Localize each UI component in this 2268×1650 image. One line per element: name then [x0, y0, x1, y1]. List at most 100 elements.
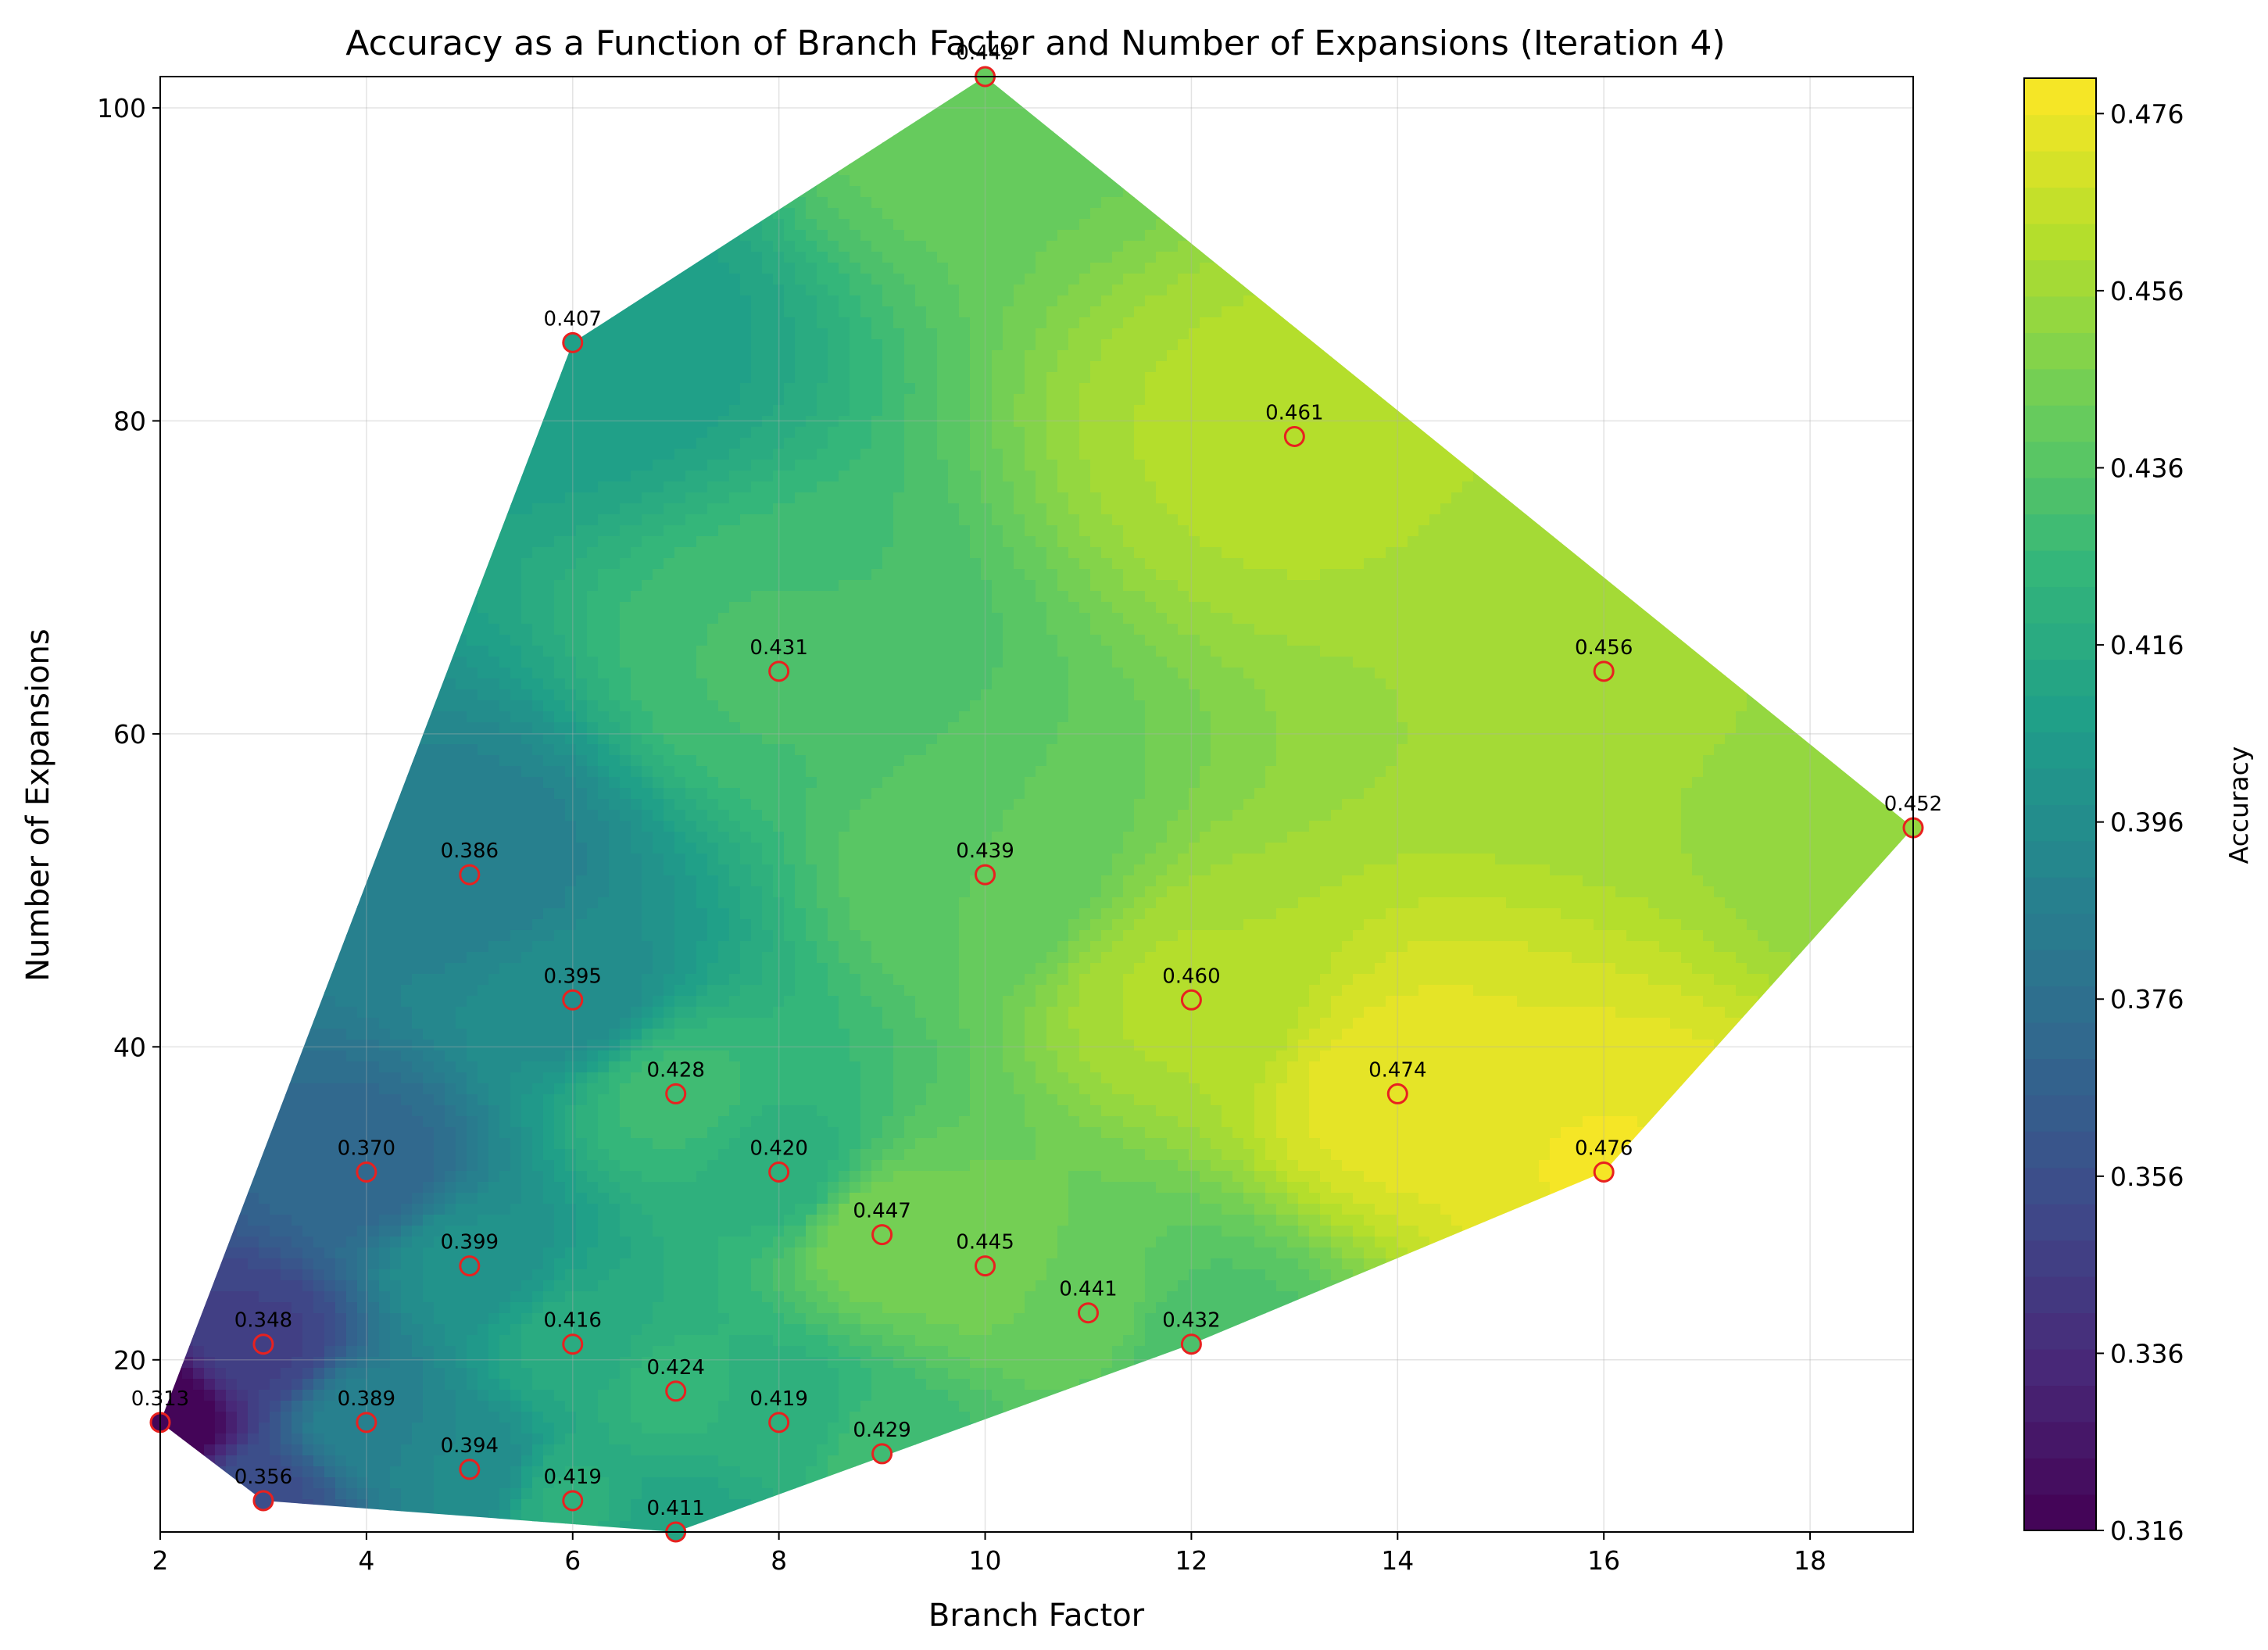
data-point-label: 0.431 — [749, 636, 807, 660]
y-axis-ticks: 20 40 60 80 100 — [97, 93, 160, 1376]
data-point — [1180, 1333, 1202, 1355]
x-tick-label: 6 — [564, 1545, 581, 1576]
y-axis-label: Number of Expansions — [20, 628, 56, 981]
data-point-label: 0.447 — [853, 1200, 910, 1223]
x-tick-label: 16 — [1587, 1545, 1620, 1576]
colorbar-band — [2024, 732, 2096, 769]
data-point — [665, 1380, 687, 1402]
colorbar-band — [2024, 1348, 2096, 1386]
data-point-label: 0.460 — [1162, 965, 1220, 988]
data-point — [356, 1412, 377, 1433]
colorbar-band — [2024, 804, 2096, 842]
data-point — [562, 1490, 584, 1512]
data-point-label: 0.370 — [338, 1137, 395, 1161]
colorbar-tick-label: 0.436 — [2110, 453, 2184, 483]
colorbar-band — [2024, 1167, 2096, 1204]
data-point — [252, 1490, 274, 1512]
data-point-label: 0.407 — [544, 307, 602, 331]
colorbar-band — [2024, 368, 2096, 406]
data-point-label: 0.428 — [646, 1058, 704, 1082]
colorbar-band — [2024, 1385, 2096, 1423]
grid-lines — [159, 77, 1913, 1532]
data-point-label: 0.419 — [749, 1387, 807, 1411]
data-point-label: 0.424 — [646, 1356, 704, 1380]
colorbar-band — [2024, 549, 2096, 588]
data-point-label: 0.416 — [544, 1309, 602, 1333]
colorbar-band — [2024, 441, 2096, 478]
data-point-label: 0.411 — [646, 1497, 704, 1520]
colorbar-band — [2024, 659, 2096, 696]
colorbar-band — [2024, 768, 2096, 805]
colorbar-band — [2024, 1276, 2096, 1314]
data-point — [768, 1412, 790, 1433]
data-point — [356, 1161, 377, 1183]
colorbar-tick-label: 0.416 — [2110, 630, 2184, 660]
data-points: 0.3130.3560.3480.3890.3700.3940.3990.386… — [131, 41, 1942, 1543]
plot-frame — [159, 76, 1914, 1533]
y-tick-label: 80 — [113, 406, 146, 436]
colorbar-band — [2024, 1022, 2096, 1059]
colorbar-band — [2024, 1094, 2096, 1132]
data-point — [459, 1255, 481, 1277]
x-tick-label: 4 — [358, 1545, 374, 1576]
data-point — [252, 1333, 274, 1355]
colorbar-band — [2024, 332, 2096, 370]
data-point — [562, 1333, 584, 1355]
colorbar-tick-label: 0.476 — [2110, 98, 2184, 129]
colorbar-band — [2024, 223, 2096, 261]
colorbar-band — [2024, 295, 2096, 333]
data-point — [459, 864, 481, 886]
colorbar-band — [2024, 1312, 2096, 1350]
data-point — [665, 1083, 687, 1104]
colorbar-band — [2024, 259, 2096, 297]
colorbar-band — [2024, 1421, 2096, 1459]
data-point-label: 0.441 — [1059, 1278, 1117, 1301]
data-point-label: 0.394 — [441, 1434, 499, 1458]
y-tick-label: 60 — [113, 719, 146, 750]
colorbar-band — [2024, 1458, 2096, 1495]
colorbar-band — [2024, 1240, 2096, 1277]
data-point-label: 0.442 — [956, 41, 1014, 65]
data-point-label: 0.439 — [956, 839, 1014, 863]
data-point — [1386, 1083, 1408, 1104]
colorbar-band — [2024, 913, 2096, 950]
y-tick-label: 100 — [97, 93, 146, 123]
colorbar-frame — [2023, 77, 2097, 1531]
colorbar-tick-label: 0.396 — [2110, 807, 2184, 838]
colorbar-band — [2024, 514, 2096, 551]
data-point-label: 0.476 — [1575, 1137, 1633, 1161]
colorbar-band — [2024, 586, 2096, 624]
colorbar-band — [2024, 1203, 2096, 1241]
colorbar-tick-label: 0.336 — [2110, 1338, 2184, 1369]
colorbar-ticks: 0.316 0.336 0.356 0.376 0.396 0.416 0.436 0.456… — [2096, 98, 2184, 1546]
data-point — [871, 1224, 893, 1246]
colorbar: 0.316 0.336 0.356 0.376 0.396 0.416 0.436 0.456… — [2023, 77, 2254, 1546]
colorbar-band — [2024, 695, 2096, 732]
chart-title: Accuracy as a Function of Branch Factor … — [345, 23, 1725, 63]
colorbar-label: Accuracy — [2223, 746, 2254, 864]
data-point — [1180, 989, 1202, 1011]
colorbar-band — [2024, 1058, 2096, 1096]
colorbar-tick-label: 0.316 — [2110, 1516, 2184, 1546]
data-point — [975, 1255, 996, 1277]
data-point-label: 0.420 — [749, 1137, 807, 1161]
data-point — [562, 331, 584, 353]
data-point — [768, 1161, 790, 1183]
data-point — [1283, 425, 1305, 447]
x-tick-label: 10 — [969, 1545, 1002, 1576]
colorbar-tick-label: 0.356 — [2110, 1161, 2184, 1192]
data-point-label: 0.348 — [234, 1309, 292, 1333]
data-point — [459, 1459, 481, 1480]
x-tick-label: 8 — [771, 1545, 787, 1576]
data-point — [871, 1443, 893, 1465]
colorbar-band — [2024, 1131, 2096, 1169]
y-tick-label: 40 — [113, 1032, 146, 1062]
data-point-label: 0.432 — [1162, 1309, 1220, 1333]
data-point-label: 0.474 — [1368, 1058, 1426, 1082]
data-point — [1077, 1302, 1099, 1324]
x-tick-label: 12 — [1175, 1545, 1207, 1576]
y-tick-label: 20 — [113, 1345, 146, 1376]
data-point — [768, 660, 790, 682]
colorbar-band — [2024, 1494, 2096, 1531]
